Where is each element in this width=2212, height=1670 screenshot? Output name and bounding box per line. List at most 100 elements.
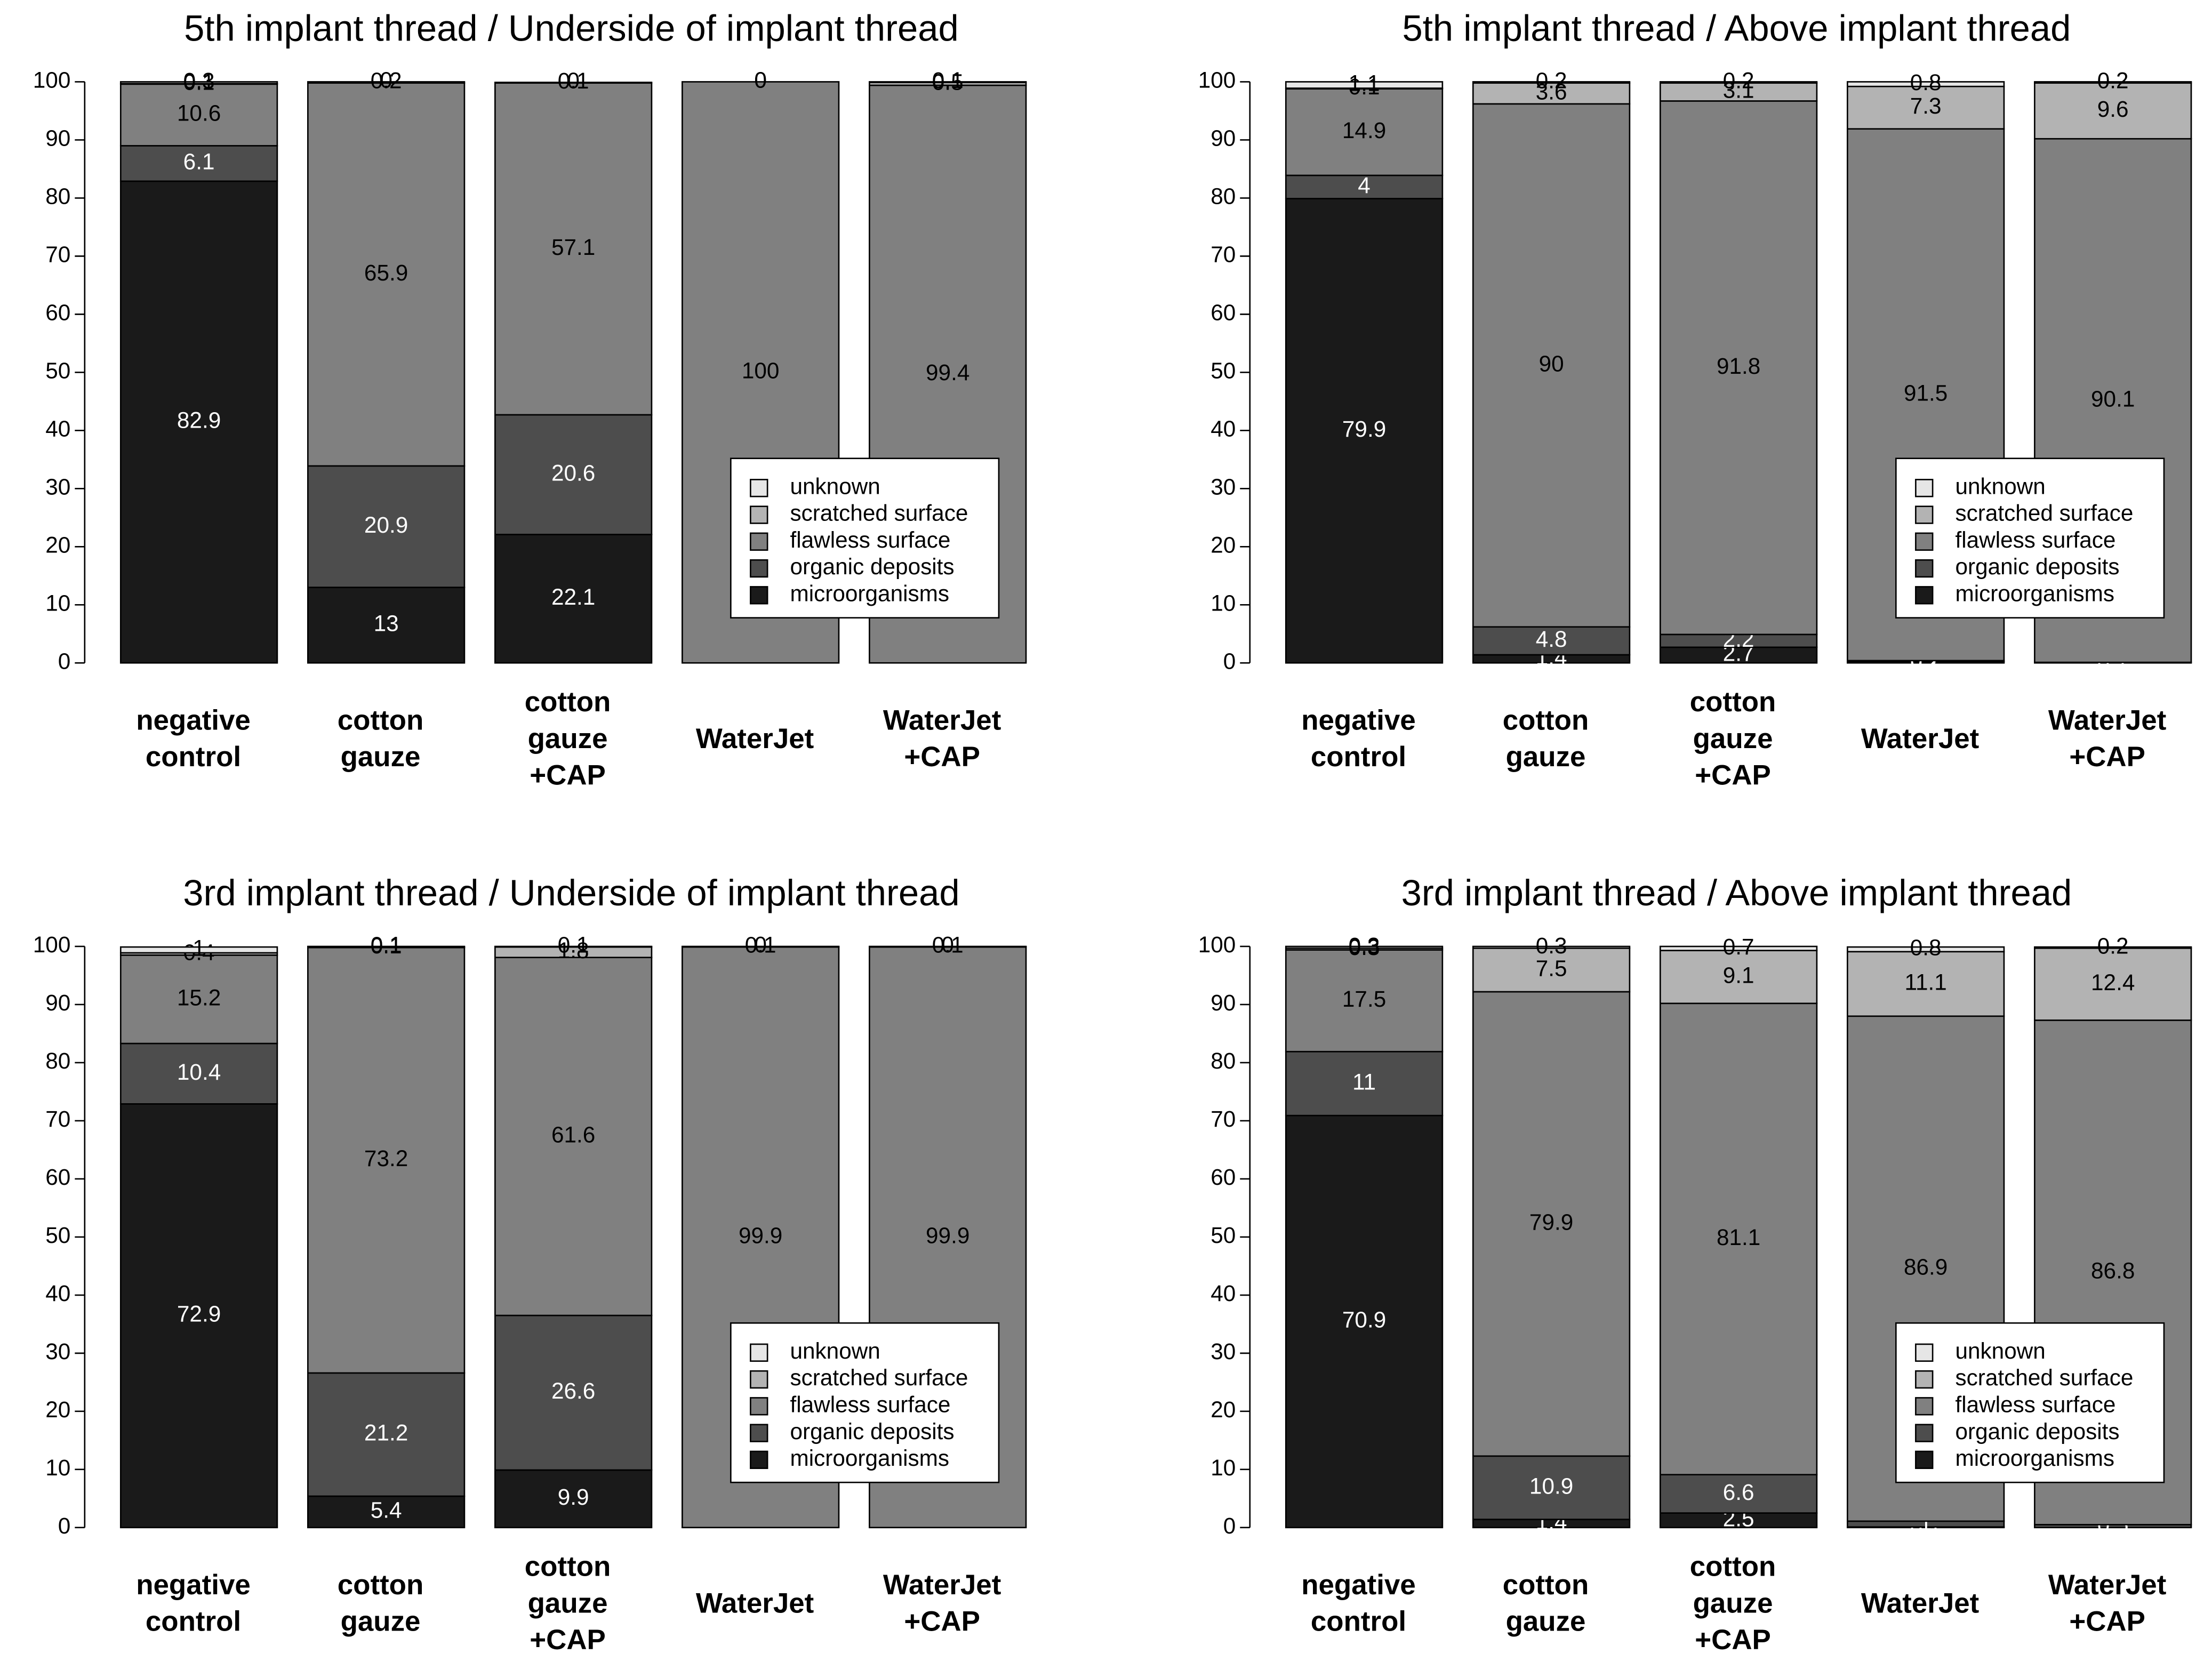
panel: 5th implant thread / Above implant threa…: [1198, 7, 2192, 791]
value-label: 65.9: [364, 260, 408, 285]
y-tick-label: 100: [33, 68, 71, 93]
bar-segment: [307, 82, 466, 467]
value-label: 82.9: [177, 408, 221, 433]
y-tick-label: 10: [45, 1455, 70, 1480]
value-label: 73.2: [364, 1146, 408, 1171]
value-label: 5.4: [371, 1498, 402, 1523]
legend-swatch: [1915, 586, 1934, 605]
bar-segment: [1472, 945, 1631, 949]
value-label: 6.1: [183, 149, 215, 174]
bar-segment: [1660, 1002, 1818, 1475]
bar-segment: [1660, 1512, 1818, 1529]
value-label: 1.1: [1349, 71, 1380, 96]
y-tick-label: 20: [1211, 532, 1236, 557]
value-label: 0.2: [2097, 933, 2129, 958]
bar-segment: [1472, 626, 1631, 656]
y-tick-label: 20: [45, 1397, 70, 1422]
value-label: 10.6: [177, 101, 221, 126]
value-label: 72.9: [177, 1302, 221, 1327]
value-label: 0: [754, 68, 767, 93]
x-tick-label: cotton gauze +CAP: [1690, 1551, 1776, 1656]
legend-label: unknown: [1955, 473, 2045, 499]
bar-segment: [2034, 947, 2192, 1021]
value-label: 0.8: [1910, 70, 1942, 95]
legend-swatch: [750, 1450, 768, 1470]
y-tick-label: 60: [1211, 1165, 1236, 1190]
value-label: 91.8: [1717, 354, 1760, 379]
y-tick-label: 90: [45, 990, 70, 1015]
bar-segment: [1847, 946, 2005, 953]
legend-swatch: [1915, 1424, 1934, 1442]
legend-label: microorganisms: [790, 1446, 949, 1471]
x-tick-label: cotton gauze +CAP: [1690, 686, 1776, 791]
bar-segment: [1660, 81, 1818, 84]
value-label: 4: [1358, 173, 1371, 198]
x-tick-label: negative control: [1301, 704, 1416, 773]
value-label: 11: [1352, 1069, 1376, 1094]
value-label: 7.5: [1536, 956, 1567, 981]
bar-segment: [307, 945, 466, 948]
value-label: 0: [380, 68, 392, 93]
x-tick-label: WaterJet: [1861, 1587, 1979, 1619]
legend-label: unknown: [1955, 1338, 2045, 1363]
value-label: 9.9: [558, 1484, 589, 1510]
bar-segment: [1660, 950, 1818, 1005]
value-label: 0.1: [371, 933, 402, 958]
legend-box: [1895, 1322, 2165, 1483]
legend-label: flawless surface: [790, 1392, 950, 1417]
bar-segment: [1472, 81, 1631, 84]
legend-label: scratched surface: [790, 501, 968, 526]
bar-segment: [1660, 100, 1818, 636]
bar-segment: [1472, 1455, 1631, 1520]
value-label: 0: [754, 932, 767, 957]
panel: 5th implant thread / Underside of implan…: [33, 7, 1027, 791]
value-label: 20.6: [551, 460, 595, 485]
y-tick-label: 40: [45, 416, 70, 441]
legend-swatch: [1915, 1450, 1934, 1470]
chart-title: 5th implant thread / Above implant threa…: [1402, 7, 2071, 49]
bar-segment: [1847, 81, 2005, 87]
value-label: 0.7: [1723, 934, 1754, 959]
legend-box: [730, 1322, 1000, 1483]
y-tick-label: 20: [45, 532, 70, 557]
bar-segment: [1472, 82, 1631, 105]
bar-segment: [1285, 81, 1444, 89]
bar-segment: [1847, 85, 2005, 130]
y-tick-label: 10: [1211, 590, 1236, 615]
bar-segment: [1472, 103, 1631, 628]
y-tick-label: 100: [1198, 932, 1236, 957]
value-label: 99.9: [926, 1223, 969, 1248]
bar-segment: [119, 1042, 278, 1105]
value-label: 22.1: [551, 584, 595, 609]
legend-swatch: [750, 479, 768, 497]
panel: 3rd implant thread / Above implant threa…: [1198, 872, 2192, 1656]
value-label: 1: [193, 936, 205, 961]
legend-swatch: [750, 1424, 768, 1442]
x-tick-label: cotton gauze: [338, 704, 424, 773]
value-label: 11.1: [1905, 969, 1947, 994]
value-label: 0.1: [932, 68, 964, 93]
legend-swatch: [1915, 1397, 1934, 1416]
y-tick-label: 10: [45, 590, 70, 615]
value-label: 90.1: [2091, 386, 2135, 411]
y-tick-label: 100: [1198, 68, 1236, 93]
legend-label: organic deposits: [790, 554, 954, 579]
value-label: 26.6: [551, 1378, 595, 1403]
legend-label: microorganisms: [1955, 581, 2114, 606]
y-tick-label: 10: [1211, 1455, 1236, 1480]
y-tick-label: 60: [45, 1165, 70, 1190]
value-label: 13: [374, 611, 399, 636]
value-label: 79.9: [1342, 416, 1386, 441]
x-tick-label: WaterJet +CAP: [2048, 1569, 2166, 1637]
y-tick-label: 40: [1211, 1281, 1236, 1306]
bar-segment: [1285, 1114, 1444, 1529]
value-label: 0.3: [1536, 933, 1567, 958]
y-tick-label: 30: [1211, 1339, 1236, 1364]
value-label: 15.2: [177, 985, 221, 1010]
legend-swatch: [750, 505, 768, 524]
legend-swatch: [1915, 479, 1934, 497]
y-tick-label: 60: [1211, 300, 1236, 325]
x-tick-label: WaterJet +CAP: [883, 1569, 1001, 1637]
bar-segment: [1660, 1474, 1818, 1514]
